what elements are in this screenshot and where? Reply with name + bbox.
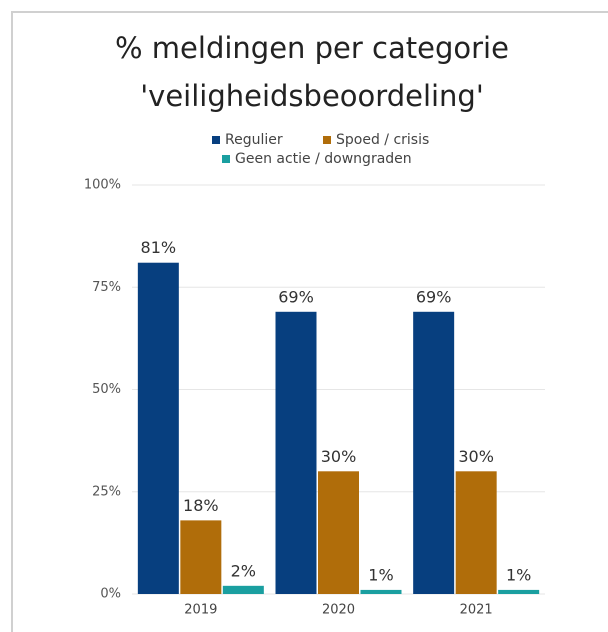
- data-label: 30%: [321, 447, 357, 466]
- y-tick-label: 75%: [92, 280, 121, 295]
- legend-label: Spoed / crisis: [336, 132, 429, 148]
- frame: [11, 11, 608, 632]
- x-tick-label: 2020: [322, 603, 355, 618]
- y-tick-label: 0%: [100, 587, 121, 602]
- bar: [180, 520, 222, 594]
- bar: [318, 471, 359, 594]
- y-tick-label: 25%: [92, 484, 121, 499]
- y-tick-label: 50%: [92, 382, 121, 397]
- data-label: 2%: [231, 561, 256, 580]
- y-tick-label: 100%: [84, 178, 121, 193]
- data-label: 1%: [506, 565, 531, 584]
- bar: [360, 589, 402, 594]
- bar: [498, 589, 540, 594]
- data-label: 81%: [141, 238, 177, 257]
- x-tick-label: 2019: [184, 603, 217, 618]
- data-label: 69%: [278, 287, 314, 306]
- bar: [222, 585, 264, 594]
- x-tick-label: 2021: [460, 603, 493, 618]
- bar: [137, 262, 179, 594]
- bar: [413, 311, 455, 594]
- legend-label: Geen actie / downgraden: [235, 151, 412, 167]
- legend-swatch: [222, 155, 230, 163]
- data-label: 69%: [416, 287, 452, 306]
- legend-label: Regulier: [225, 132, 283, 148]
- chart-title: % meldingen per categorie: [115, 31, 509, 65]
- data-label: 30%: [458, 447, 494, 466]
- legend-swatch: [323, 136, 331, 144]
- bar: [455, 471, 497, 594]
- legend-swatch: [212, 136, 220, 144]
- data-label: 1%: [368, 565, 393, 584]
- chart-title: 'veiligheidsbeoordeling': [140, 79, 484, 113]
- bar: [275, 311, 317, 594]
- data-label: 18%: [183, 496, 219, 515]
